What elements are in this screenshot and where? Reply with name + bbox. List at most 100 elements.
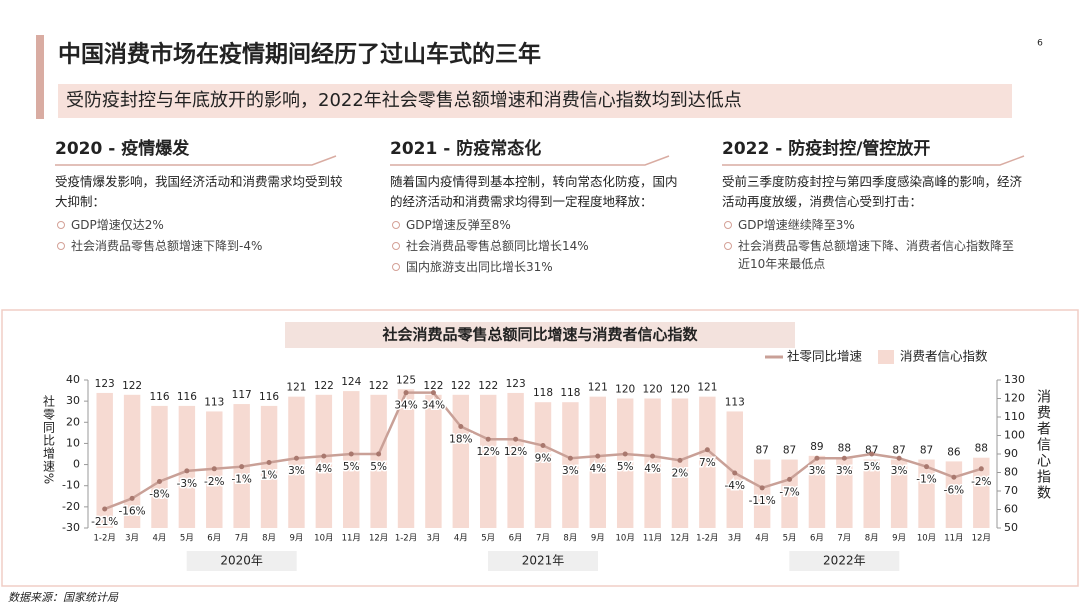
line-value-label: 2% xyxy=(672,467,689,479)
line-value-label: 34% xyxy=(394,400,417,412)
x-tick-label: 6月 xyxy=(810,534,824,544)
y2-tick-label: 70 xyxy=(1004,484,1018,497)
x-tick-label: 1-2月 xyxy=(395,534,417,544)
line-point xyxy=(184,468,190,474)
section-title: 2020 - 疫情爆发 xyxy=(55,139,190,159)
bar xyxy=(753,459,771,528)
y2-tick-label: 50 xyxy=(1004,521,1018,534)
group-band xyxy=(488,551,598,571)
line-point xyxy=(156,478,162,484)
bar-value-label: 116 xyxy=(177,391,197,403)
x-tick-label: 3月 xyxy=(426,534,440,544)
bar-value-label: 116 xyxy=(149,391,169,403)
line-point xyxy=(266,459,272,465)
y2-tick-label: 120 xyxy=(1004,392,1025,405)
x-tick-label: 7月 xyxy=(536,534,550,544)
bar xyxy=(479,394,497,528)
bullet: 社会消费品零售总额同比增长14% xyxy=(390,237,680,255)
line-point xyxy=(567,455,573,461)
bar xyxy=(589,396,607,528)
y-tick-label: 20 xyxy=(66,415,80,428)
bar-value-label: 122 xyxy=(122,380,142,392)
line-point xyxy=(321,453,327,459)
chart-title-band xyxy=(285,322,795,348)
section: 2021 - 防疫常态化 随着国内疫情得到基本控制，转向常态化防疫，国内的经济活… xyxy=(390,136,680,279)
bar-value-label: 88 xyxy=(975,443,988,455)
bar-value-label: 118 xyxy=(533,387,553,399)
line-point xyxy=(924,464,930,470)
line-value-label: 1% xyxy=(261,469,278,481)
group-label: 2020年 xyxy=(220,554,263,568)
source: 数据来源：国家统计局 xyxy=(8,591,119,604)
y2-tick-label: 80 xyxy=(1004,466,1018,479)
bar xyxy=(507,392,524,528)
line-value-label: 3% xyxy=(891,465,908,477)
legend-label: 社零同比增速 xyxy=(787,349,863,364)
bar-value-label: 120 xyxy=(615,384,635,396)
line-value-label: 4% xyxy=(589,463,606,475)
bar-value-label: 87 xyxy=(755,445,768,457)
line-value-label: 34% xyxy=(422,400,445,412)
line-value-label: -6% xyxy=(944,484,964,496)
bar-value-label: 120 xyxy=(643,384,663,396)
line-value-label: 4% xyxy=(316,463,333,475)
line-point xyxy=(622,451,628,457)
bullet: GDP增速仅达2% xyxy=(55,216,345,234)
line-point xyxy=(293,455,299,461)
line-point xyxy=(513,436,519,442)
line-point xyxy=(650,453,656,459)
bar xyxy=(397,389,415,528)
line-point xyxy=(595,453,601,459)
bar-value-label: 87 xyxy=(920,445,933,457)
section: 2020 - 疫情爆发 受疫情爆发影响，我国经济活动和消费需求均受到较大抑制： … xyxy=(55,136,345,258)
x-tick-label: 10月 xyxy=(917,534,936,544)
line-value-label: -11% xyxy=(749,495,776,507)
line-value-label: -8% xyxy=(149,488,169,500)
subtitle: 受防疫封控与年底放开的影响，2022年社会零售总额增速和消费信心指数均到达低点 xyxy=(66,90,742,111)
bullet-list: GDP增速继续降至3% 社会消费品零售总额增速下降、消费者信心指数降至近10年来… xyxy=(722,216,1022,273)
line-point xyxy=(458,424,464,430)
bar xyxy=(616,398,634,528)
line-value-label: -2% xyxy=(204,476,224,488)
line-point xyxy=(978,466,984,472)
bar xyxy=(726,411,743,528)
line-point xyxy=(430,390,436,396)
legend-label: 消费者信心指数 xyxy=(900,349,988,364)
x-tick-label: 10月 xyxy=(314,534,333,544)
section: 2022 - 防疫封控/管控放开 受前三季度防疫封控与第四季度感染高峰的影响，经… xyxy=(722,136,1022,276)
bar xyxy=(151,405,168,528)
y-tick-label: 40 xyxy=(66,373,80,386)
bar-value-label: 88 xyxy=(838,443,851,455)
x-tick-label: 11月 xyxy=(944,534,963,544)
bullet: 社会消费品零售总额增速下降、消费者信心指数降至近10年来最低点 xyxy=(722,237,1022,273)
x-tick-label: 6月 xyxy=(207,534,221,544)
bar xyxy=(918,459,935,528)
x-tick-label: 8月 xyxy=(262,534,276,544)
line-point xyxy=(732,470,738,476)
title: 中国消费市场在疫情期间经历了过山车式的三年 xyxy=(58,41,541,68)
bar xyxy=(671,398,689,528)
line-value-label: -2% xyxy=(971,476,991,488)
bar-value-label: 121 xyxy=(588,382,608,394)
bullet: GDP增速继续降至3% xyxy=(722,216,1022,234)
line-value-label: 3% xyxy=(288,465,305,477)
bar xyxy=(288,396,305,528)
line-point xyxy=(485,436,491,442)
bar xyxy=(863,459,880,528)
subtitle-band xyxy=(58,84,1012,118)
line-value-label: -1% xyxy=(231,474,251,486)
line-point xyxy=(129,495,135,501)
x-tick-label: 9月 xyxy=(591,534,605,544)
y2-tick-label: 60 xyxy=(1004,503,1018,516)
bar-value-label: 113 xyxy=(204,396,224,408)
x-tick-label: 6月 xyxy=(509,534,523,544)
bar-value-label: 121 xyxy=(286,382,306,394)
line-point xyxy=(376,451,382,457)
y-tick-label: 30 xyxy=(66,394,80,407)
line-point xyxy=(704,447,710,453)
line-point xyxy=(102,506,108,512)
section-title: 2022 - 防疫封控/管控放开 xyxy=(722,139,931,159)
bar-value-label: 122 xyxy=(423,380,443,392)
line-value-label: 5% xyxy=(343,461,360,473)
